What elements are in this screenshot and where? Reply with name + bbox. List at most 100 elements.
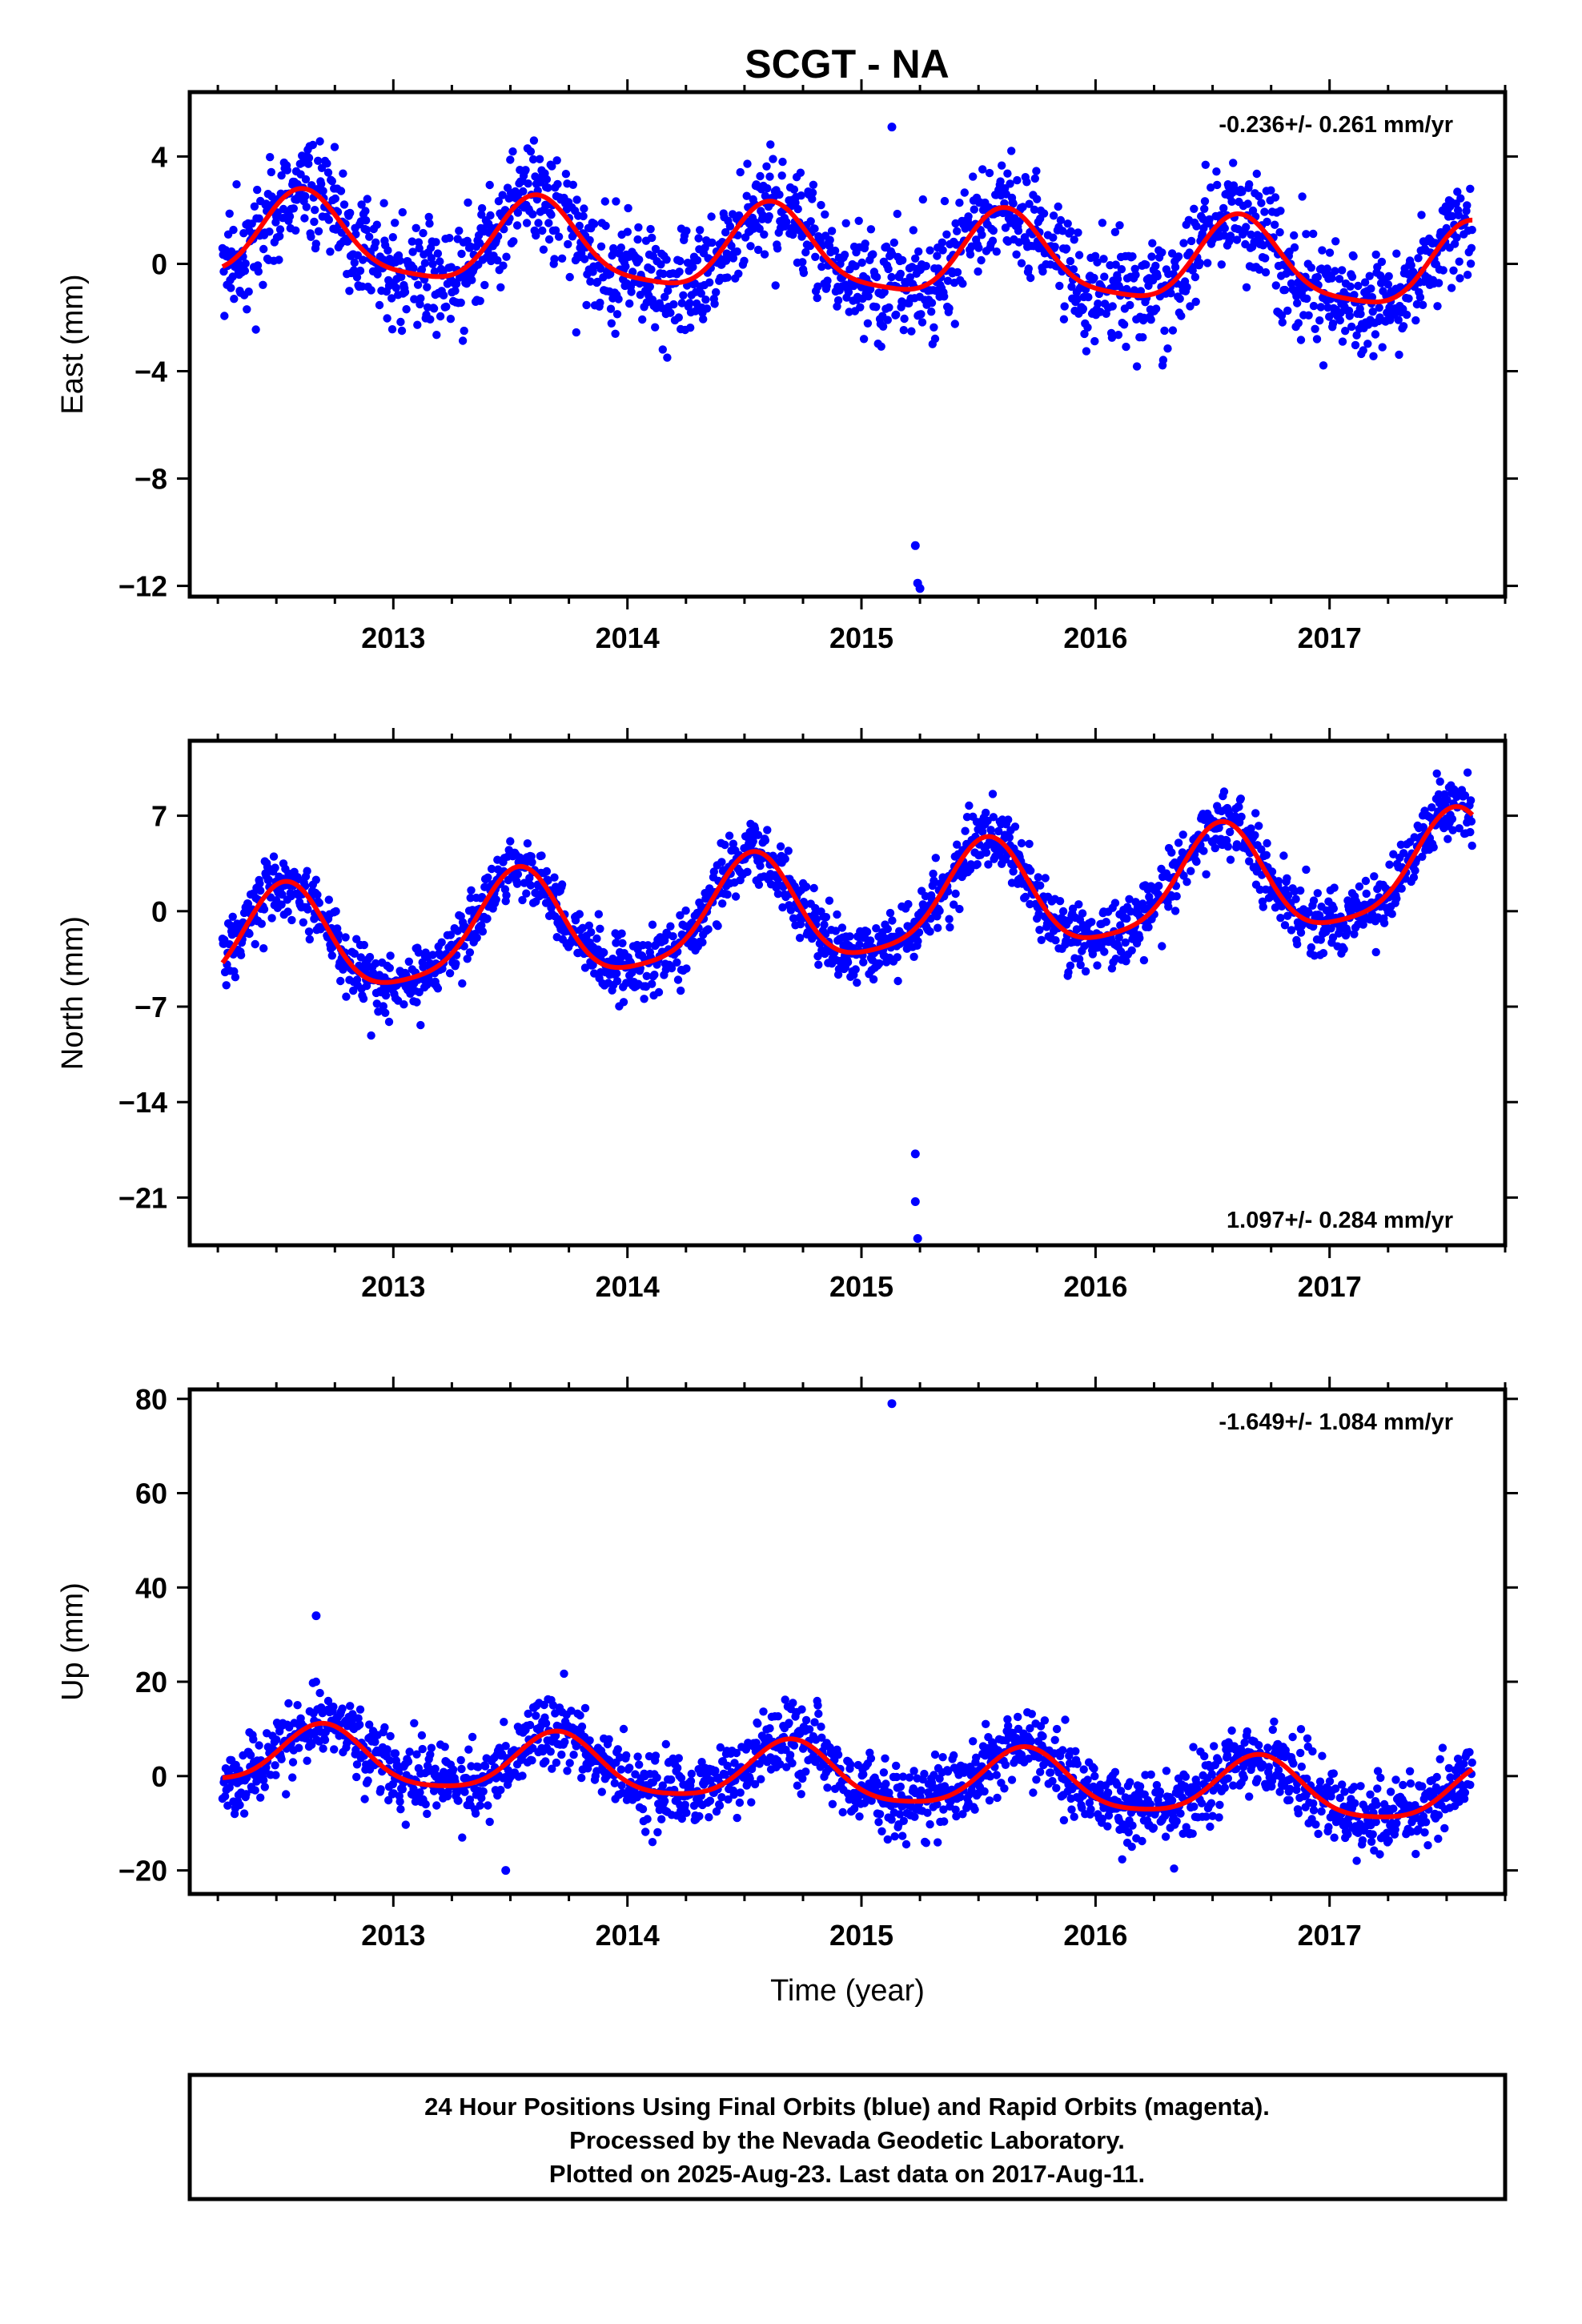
east-point: [945, 304, 954, 313]
east-point: [1463, 271, 1472, 279]
up-point: [661, 1796, 669, 1806]
up-point: [616, 1765, 625, 1774]
up-point: [757, 1775, 765, 1783]
north-point: [1154, 882, 1163, 891]
east-x-tick-label: 2013: [361, 621, 425, 654]
east-point: [1054, 202, 1062, 211]
up-point: [567, 1707, 576, 1715]
east-point: [349, 266, 359, 275]
north-point: [914, 928, 924, 937]
north-point: [812, 915, 821, 924]
east-point: [1186, 236, 1196, 246]
up-point: [546, 1747, 555, 1756]
north-point: [1387, 910, 1396, 919]
east-point: [547, 211, 556, 219]
north-point: [1399, 849, 1408, 858]
up-point: [272, 1735, 281, 1744]
east-point: [538, 226, 547, 235]
east-point: [1093, 258, 1102, 267]
east-point: [1191, 272, 1200, 282]
east-point: [1261, 267, 1271, 277]
up-point: [677, 1814, 686, 1823]
north-point: [1330, 883, 1339, 892]
east-point: [1395, 283, 1405, 292]
up-point: [524, 1709, 532, 1719]
east-point: [408, 247, 417, 256]
east-point: [1367, 292, 1377, 302]
east-point: [352, 273, 362, 282]
north-point: [1262, 850, 1271, 860]
east-point: [736, 167, 745, 177]
up-point: [410, 1719, 419, 1727]
east-point: [996, 177, 1005, 186]
up-point: [813, 1701, 822, 1710]
north-point: [1419, 822, 1428, 832]
east-point: [1186, 302, 1195, 311]
east-point: [827, 227, 837, 235]
up-point: [898, 1831, 907, 1840]
north-point: [1017, 838, 1026, 848]
up-point: [576, 1711, 584, 1720]
east-point: [1271, 220, 1279, 229]
east-point: [596, 242, 606, 251]
north-y-tick-label: −7: [135, 991, 167, 1023]
east-point: [285, 212, 295, 221]
north-point: [222, 981, 231, 990]
up-point: [396, 1805, 405, 1814]
up-point: [477, 1794, 486, 1803]
up-point: [644, 1751, 654, 1761]
east-point: [659, 269, 668, 279]
east-point: [633, 235, 642, 244]
east-point: [1338, 266, 1347, 275]
east-point: [966, 250, 975, 259]
east-point: [1185, 248, 1194, 257]
up-point: [242, 1790, 251, 1799]
north-point: [428, 951, 437, 959]
east-point: [1452, 233, 1461, 242]
east-point: [362, 216, 371, 225]
north-point: [367, 1031, 375, 1040]
up-point: [682, 1808, 691, 1817]
up-point: [905, 1773, 914, 1782]
east-point: [878, 322, 888, 331]
east-point: [1179, 239, 1188, 247]
north-point: [336, 976, 345, 986]
up-point: [393, 1761, 402, 1770]
north-point: [359, 940, 368, 950]
north-point: [893, 953, 902, 962]
east-point: [400, 287, 410, 296]
up-point: [823, 1783, 832, 1792]
north-point: [872, 924, 881, 933]
north-point: [885, 908, 895, 918]
north-point: [299, 918, 307, 927]
up-point: [496, 1785, 505, 1795]
east-point: [1368, 308, 1377, 316]
east-point: [988, 236, 998, 245]
east-point: [778, 157, 787, 167]
east-point: [1200, 204, 1209, 213]
east-point: [1369, 352, 1378, 360]
east-point: [1217, 260, 1227, 269]
east-point: [243, 305, 251, 314]
east-point: [300, 214, 309, 223]
north-point: [743, 867, 752, 877]
east-point: [1030, 205, 1039, 214]
north-point: [478, 927, 488, 936]
up-point: [715, 1801, 725, 1810]
north-point: [1081, 967, 1090, 976]
east-point: [526, 147, 536, 156]
up-point: [604, 1735, 613, 1744]
up-point: [633, 1752, 642, 1761]
east-point: [1013, 175, 1022, 185]
up-point: [288, 1773, 297, 1782]
north-x-tick-label: 2016: [1063, 1270, 1127, 1303]
north-point: [1186, 866, 1195, 875]
north-x-tick-label: 2014: [596, 1270, 660, 1303]
up-point: [363, 1776, 372, 1785]
east-point: [872, 303, 881, 312]
east-point: [1098, 219, 1107, 227]
east-points: [218, 123, 1476, 593]
east-point: [275, 231, 284, 241]
east-x-tick-label: 2015: [829, 621, 893, 654]
east-point: [1378, 343, 1387, 352]
